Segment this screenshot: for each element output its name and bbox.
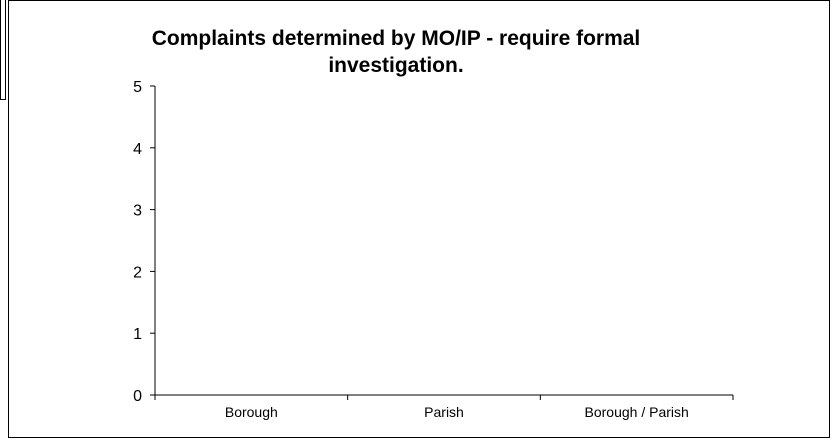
- x-category-label: Borough: [225, 404, 278, 420]
- y-tick-label: 0: [133, 388, 142, 405]
- left-edge-frame: [0, 0, 6, 100]
- chart-frame: [8, 0, 830, 438]
- y-tick-label: 5: [133, 79, 142, 96]
- chart-title-line-1: Complaints determined by MO/IP - require…: [152, 27, 641, 50]
- y-tick-label: 1: [133, 326, 142, 343]
- y-tick-label: 4: [133, 141, 142, 158]
- chart-axes: [154, 86, 734, 400]
- chart-title-line-2: investigation.: [328, 54, 463, 77]
- y-axis-ticks: 0 1 2 3 4 5: [133, 79, 155, 405]
- y-tick-label: 3: [133, 203, 142, 220]
- x-category-label: Parish: [424, 404, 464, 420]
- x-category-label: Borough / Parish: [585, 404, 689, 420]
- y-tick-label: 2: [133, 264, 142, 281]
- x-axis-labels: Borough Parish Borough / Parish: [225, 404, 689, 420]
